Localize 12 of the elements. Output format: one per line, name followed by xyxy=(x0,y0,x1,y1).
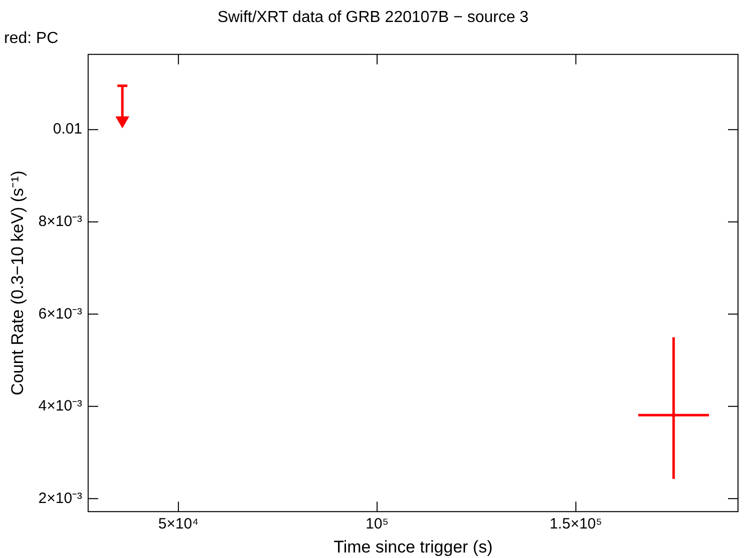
x-tick-label: 10⁵ xyxy=(366,516,389,533)
chart-subtitle: red: PC xyxy=(4,30,58,48)
x-tick-label: 1.5×10⁵ xyxy=(550,516,602,533)
y-tick-label: 2×10⁻³ xyxy=(38,490,82,507)
x-tick-label: 5×10⁴ xyxy=(158,516,199,533)
y-tick-label: 8×10⁻³ xyxy=(38,213,82,230)
x-axis-title: Time since trigger (s) xyxy=(334,537,493,556)
y-tick-label: 6×10⁻³ xyxy=(38,305,82,322)
y-axis-title: Count Rate (0.3−10 keV) (s⁻¹) xyxy=(8,170,27,396)
chart-title: Swift/XRT data of GRB 220107B − source 3 xyxy=(217,9,529,26)
y-tick-label: 0.01 xyxy=(52,120,82,138)
y-tick-label: 4×10⁻³ xyxy=(38,398,82,415)
